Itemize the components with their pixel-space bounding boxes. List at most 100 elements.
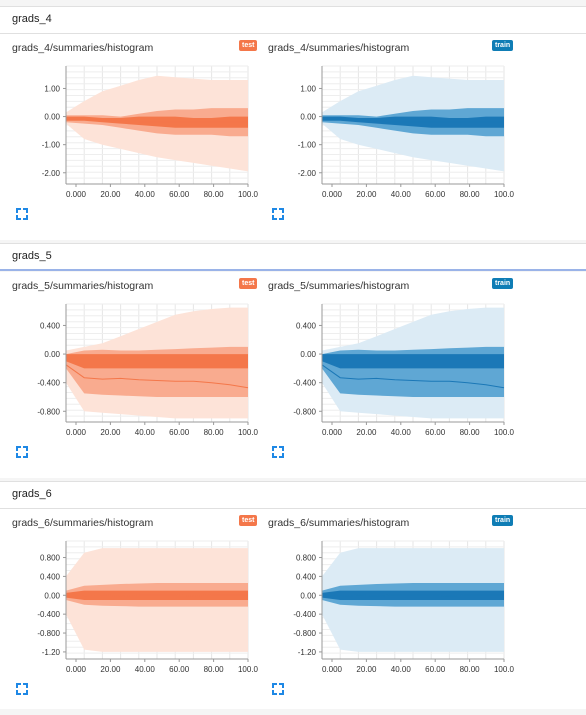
run-badge-train: train xyxy=(492,278,514,289)
x-tick-label: 0.000 xyxy=(322,665,343,674)
section-title: grads_4 xyxy=(12,13,52,25)
median-line xyxy=(65,364,249,389)
chart-card: grads_6/summaries/histogram train 0.800 0.4… xyxy=(264,515,514,715)
y-tick-label: -2.00 xyxy=(298,169,317,178)
x-tick-label: 0.000 xyxy=(322,190,343,199)
run-badge-test: test xyxy=(239,515,258,526)
x-tick-label: 20.00 xyxy=(356,428,377,437)
x-tick-label: 80.00 xyxy=(460,190,481,199)
y-tick-label: 1.00 xyxy=(300,84,316,93)
x-tick-label: 80.00 xyxy=(204,665,225,674)
median-line xyxy=(66,118,248,123)
y-tick-label: -0.400 xyxy=(37,379,60,388)
chart-title: grads_4/summaries/histogram xyxy=(268,42,410,54)
section-header-grads-6[interactable]: grads_6 xyxy=(0,481,586,509)
y-tick-label: 0.00 xyxy=(44,113,60,122)
chart-title: grads_6/summaries/histogram xyxy=(268,517,410,529)
x-tick-label: 60.00 xyxy=(425,665,446,674)
x-tick-label: 60.00 xyxy=(425,190,446,199)
y-tick-label: 0.400 xyxy=(296,321,317,330)
x-tick-label: 100.0 xyxy=(494,190,514,199)
histogram-chart: 0.800 0.400 0.00 -0.400 -0.800 -1.20 0.000 20.0… xyxy=(293,540,514,674)
x-tick-label: 100.0 xyxy=(238,190,258,199)
section-header-grads-5[interactable]: grads_5 xyxy=(0,243,586,271)
y-tick-label: 0.00 xyxy=(44,350,60,359)
x-tick-label: 100.0 xyxy=(494,665,514,674)
x-tick-label: 20.00 xyxy=(100,190,121,199)
expand-icon[interactable] xyxy=(16,446,28,458)
x-tick-label: 40.00 xyxy=(135,665,156,674)
chart-card: grads_5/summaries/histogram train 0.400 0.0… xyxy=(264,278,514,478)
section-title: grads_5 xyxy=(12,250,52,262)
expand-icon[interactable] xyxy=(272,208,284,220)
expand-icon[interactable] xyxy=(272,446,284,458)
x-tick-label: 0.000 xyxy=(66,190,87,199)
chart-card: grads_5/summaries/histogram test 0.400 0.00… xyxy=(8,278,258,478)
x-tick-label: 60.00 xyxy=(169,665,190,674)
y-tick-label: 0.00 xyxy=(300,350,316,359)
section-header-grads-4[interactable]: grads_4 xyxy=(0,6,586,34)
y-tick-label: -0.400 xyxy=(293,610,316,619)
x-tick-label: 40.00 xyxy=(135,190,156,199)
chart-title: grads_6/summaries/histogram xyxy=(12,517,154,529)
median-line xyxy=(321,364,505,389)
y-tick-label: -1.20 xyxy=(298,648,317,657)
y-tick-label: -0.800 xyxy=(293,629,316,638)
histogram-chart: 0.400 0.00 -0.400 -0.800 0.000 20.00 40.00 60.0… xyxy=(37,303,258,437)
band-inner xyxy=(66,354,248,369)
x-tick-label: 80.00 xyxy=(460,665,481,674)
y-tick-label: -0.800 xyxy=(37,629,60,638)
run-badge-test: test xyxy=(239,278,258,289)
histogram-chart: 1.00 0.00 -1.00 -2.00 0.000 20.00 40.00 60.00 80… xyxy=(42,65,258,199)
section-title: grads_6 xyxy=(12,488,52,500)
x-tick-label: 20.00 xyxy=(100,428,121,437)
x-tick-label: 40.00 xyxy=(391,665,412,674)
y-tick-label: -0.400 xyxy=(37,610,60,619)
median-line xyxy=(322,118,504,123)
histogram-chart: 0.400 0.00 -0.400 -0.800 0.000 20.00 40.00 60.0… xyxy=(293,303,514,437)
histogram-chart: 1.00 0.00 -1.00 -2.00 0.000 20.00 40.00 60.00 80… xyxy=(298,65,514,199)
x-tick-label: 20.00 xyxy=(356,190,377,199)
x-tick-label: 40.00 xyxy=(135,428,156,437)
x-tick-label: 80.00 xyxy=(204,428,225,437)
x-tick-label: 60.00 xyxy=(169,190,190,199)
run-badge-train: train xyxy=(492,515,514,526)
y-tick-label: 0.400 xyxy=(296,572,317,581)
section-grads-5: grads_5/summaries/histogram test 0.400 0.00… xyxy=(0,272,586,478)
y-tick-label: 0.400 xyxy=(40,321,61,330)
chart-title: grads_4/summaries/histogram xyxy=(12,42,154,54)
x-tick-label: 20.00 xyxy=(356,665,377,674)
run-badge-test: test xyxy=(239,40,258,51)
x-tick-label: 60.00 xyxy=(425,428,446,437)
y-tick-label: 0.00 xyxy=(300,113,316,122)
x-tick-label: 20.00 xyxy=(100,665,121,674)
expand-icon[interactable] xyxy=(272,683,284,695)
y-tick-label: -0.400 xyxy=(293,379,316,388)
y-tick-label: 0.00 xyxy=(44,591,60,600)
y-tick-label: -1.00 xyxy=(298,141,317,150)
x-tick-label: 60.00 xyxy=(169,428,190,437)
x-tick-label: 40.00 xyxy=(391,190,412,199)
x-tick-label: 40.00 xyxy=(391,428,412,437)
x-tick-label: 80.00 xyxy=(204,190,225,199)
chart-card: grads_6/summaries/histogram test 0.800 0.40… xyxy=(8,515,258,715)
chart-title: grads_5/summaries/histogram xyxy=(12,280,154,292)
expand-icon[interactable] xyxy=(16,683,28,695)
x-tick-label: 80.00 xyxy=(460,428,481,437)
chart-title: grads_5/summaries/histogram xyxy=(268,280,410,292)
x-tick-label: 0.000 xyxy=(322,428,343,437)
x-tick-label: 100.0 xyxy=(238,665,258,674)
run-badge-train: train xyxy=(492,40,514,51)
expand-icon[interactable] xyxy=(16,208,28,220)
y-tick-label: -2.00 xyxy=(42,169,61,178)
y-tick-label: -1.00 xyxy=(42,141,61,150)
y-tick-label: 0.800 xyxy=(296,554,317,563)
y-tick-label: -0.800 xyxy=(37,407,60,416)
median-line xyxy=(321,594,504,597)
y-tick-label: 1.00 xyxy=(44,84,60,93)
x-tick-label: 100.0 xyxy=(238,428,258,437)
x-tick-label: 0.000 xyxy=(66,428,87,437)
median-line xyxy=(65,594,248,597)
y-tick-label: -0.800 xyxy=(293,407,316,416)
x-tick-label: 0.000 xyxy=(66,665,87,674)
